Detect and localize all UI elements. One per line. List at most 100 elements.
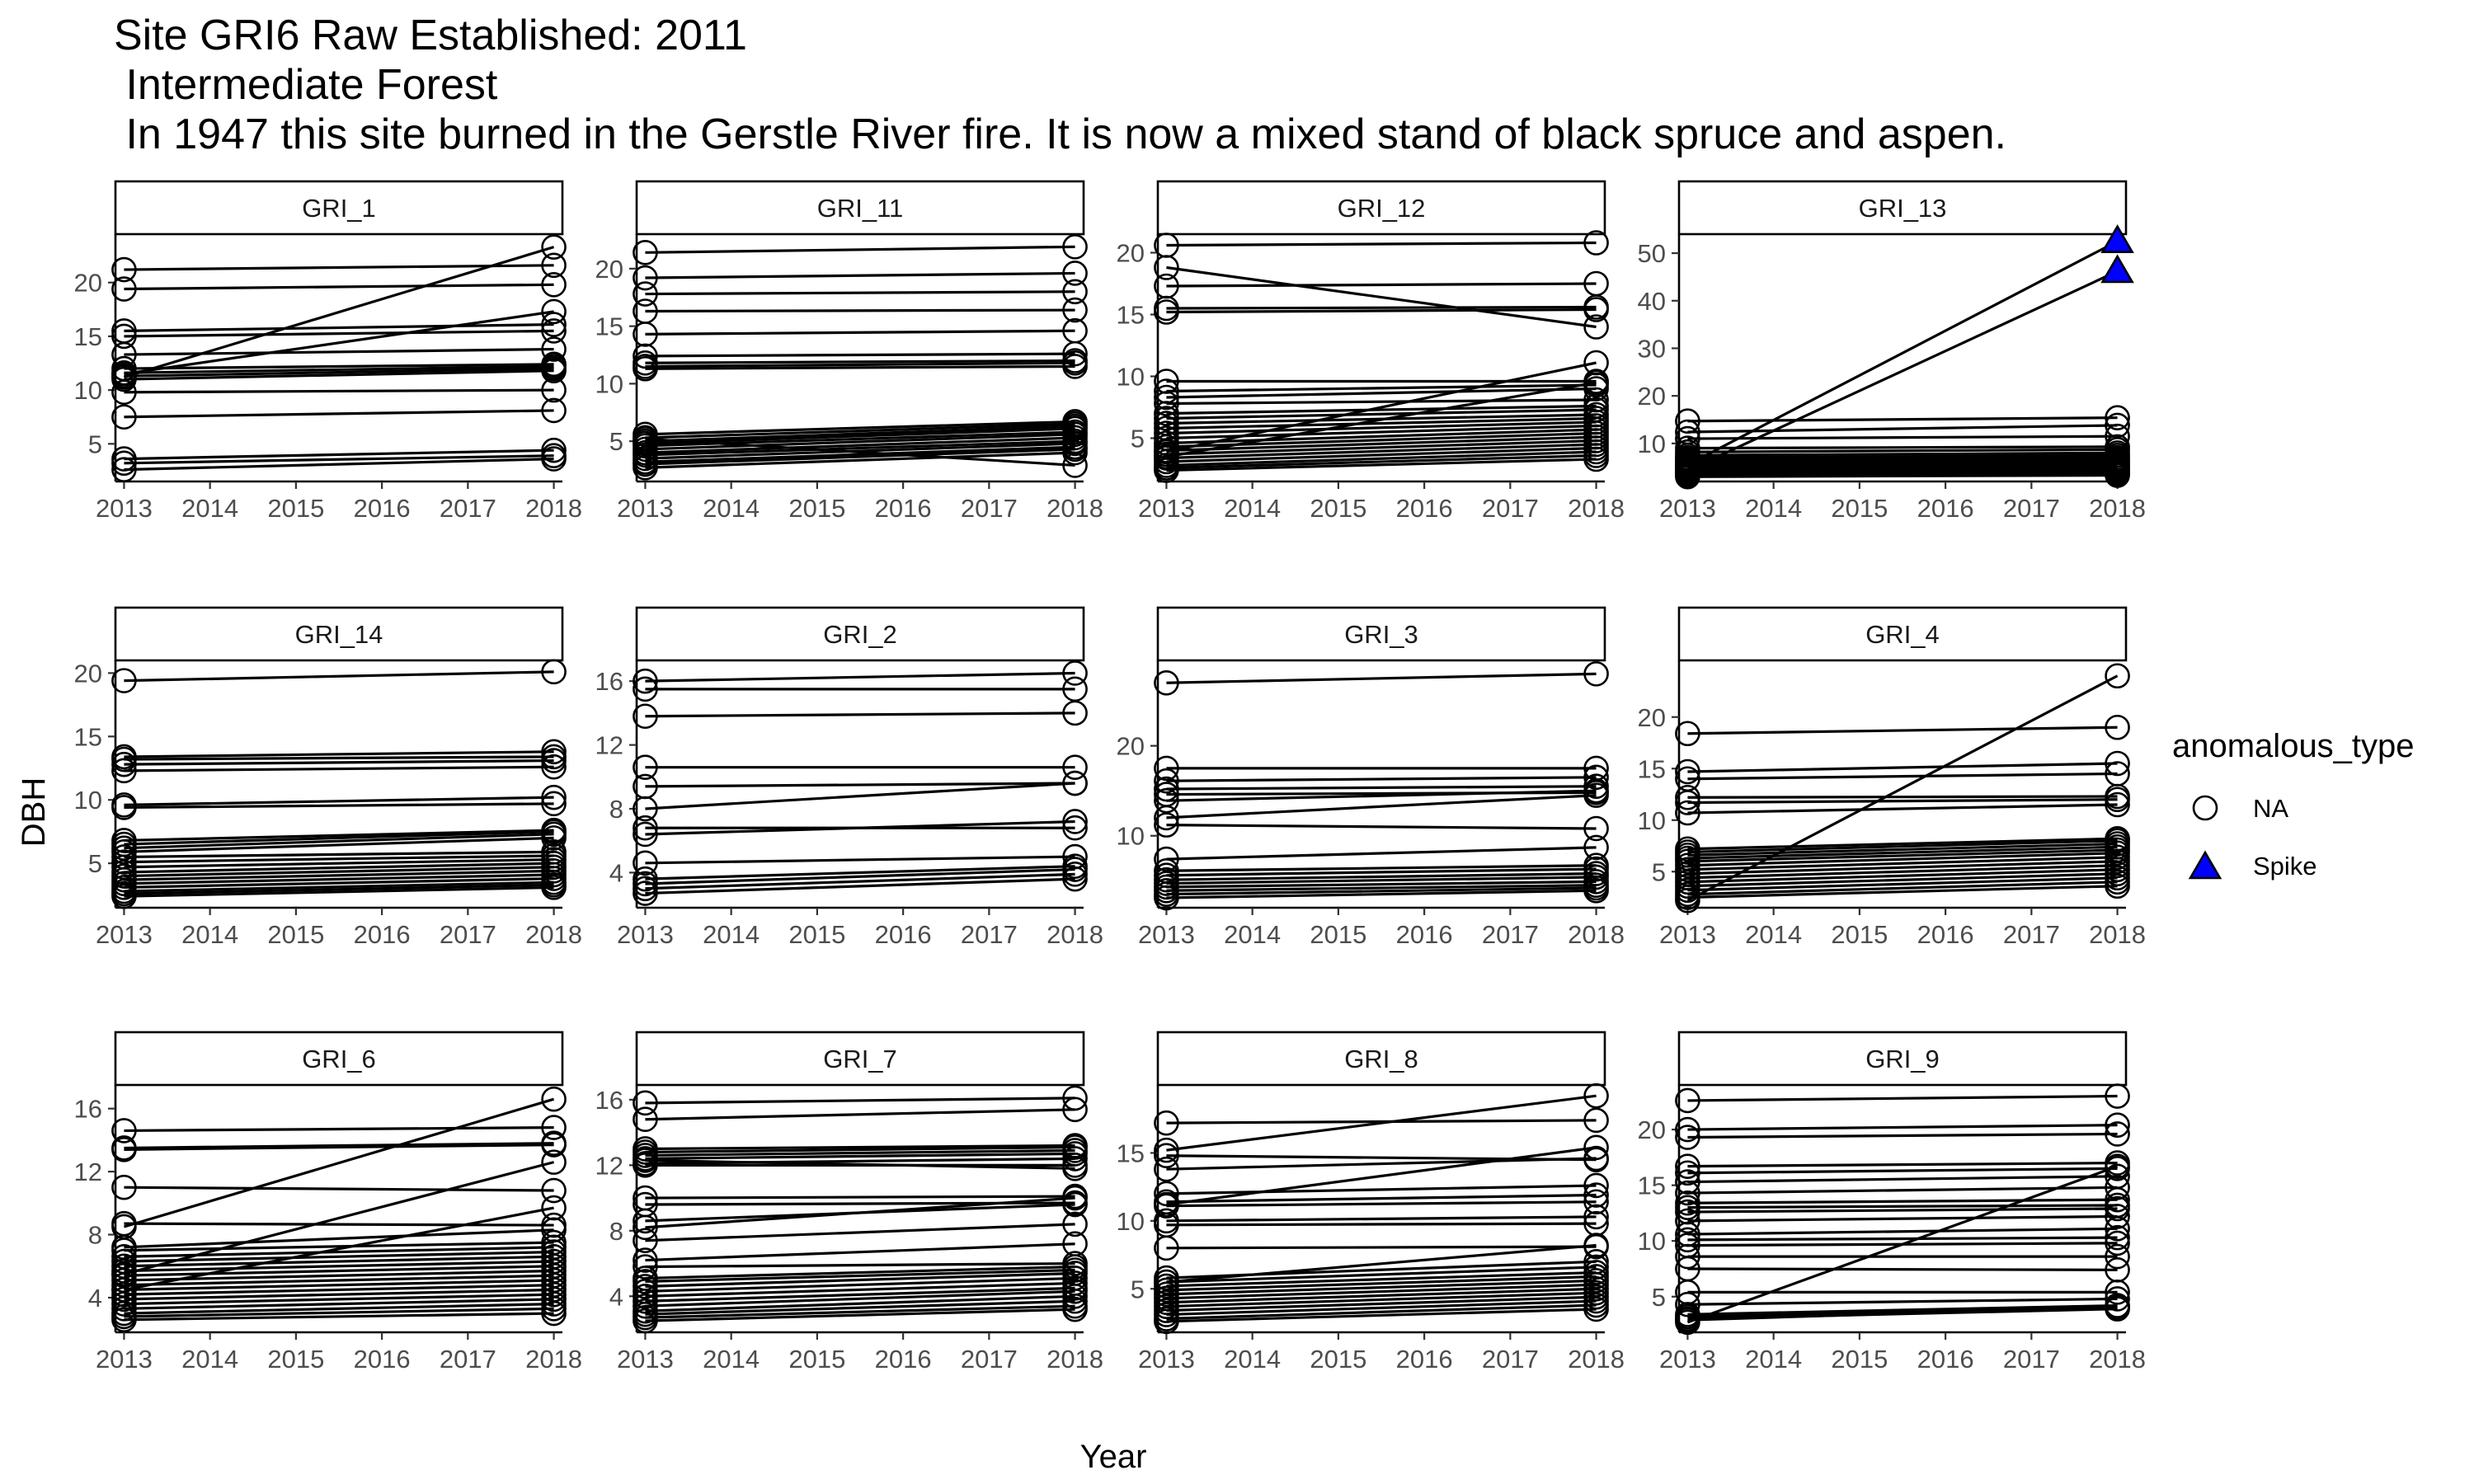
y-tick-label: 10 bbox=[595, 369, 623, 398]
tree-series-line bbox=[124, 1265, 554, 1277]
tree-series-line bbox=[124, 1125, 554, 1133]
tree-series-line bbox=[645, 1281, 1075, 1298]
point-na bbox=[1062, 754, 1088, 780]
y-tick-label: 20 bbox=[74, 269, 102, 298]
point-na bbox=[2105, 787, 2130, 813]
point-na bbox=[541, 659, 567, 685]
x-tick-label: 2013 bbox=[96, 1345, 153, 1374]
tree-series-line bbox=[1166, 416, 1597, 430]
y-tick-label: 5 bbox=[609, 427, 623, 456]
tree-series-line bbox=[1166, 884, 1597, 892]
point-na bbox=[633, 703, 658, 730]
x-tick-label: 2018 bbox=[2089, 920, 2146, 949]
point-na bbox=[541, 312, 567, 337]
tree-series-line bbox=[124, 1312, 554, 1322]
point-na bbox=[541, 446, 567, 472]
point-na bbox=[633, 454, 658, 481]
point-na bbox=[111, 758, 137, 784]
tree-series-line bbox=[1687, 469, 2118, 474]
point-na bbox=[111, 379, 137, 406]
tree-series-line bbox=[645, 448, 1075, 466]
tree-series-line bbox=[124, 1269, 554, 1282]
tree-series-line bbox=[1687, 1267, 2118, 1271]
point-na bbox=[1583, 369, 1609, 396]
y-tick-label: 5 bbox=[88, 849, 102, 878]
x-tick-label: 2015 bbox=[788, 494, 845, 523]
point-na bbox=[633, 1214, 658, 1241]
tree-series-line bbox=[645, 439, 1075, 457]
point-na bbox=[1583, 350, 1609, 376]
point-na bbox=[1062, 1097, 1088, 1123]
point-na bbox=[1062, 1153, 1088, 1178]
point-na bbox=[2105, 405, 2130, 430]
point-na bbox=[1675, 1208, 1700, 1234]
point-na bbox=[633, 1308, 658, 1334]
point-na bbox=[1675, 463, 1700, 490]
point-na bbox=[1062, 340, 1088, 367]
tree-series-line bbox=[1166, 1295, 1597, 1313]
x-tick-label: 2018 bbox=[525, 920, 582, 949]
tree-series-line bbox=[1687, 848, 2118, 863]
tree-series-line bbox=[1166, 1275, 1597, 1292]
tree-series-line bbox=[1687, 1305, 2118, 1322]
tree-series-line bbox=[1166, 383, 1597, 393]
tree-series-line bbox=[124, 1279, 554, 1292]
point-na bbox=[1154, 1110, 1179, 1136]
x-tick-label: 2014 bbox=[703, 1345, 760, 1374]
point-na bbox=[633, 796, 658, 822]
tree-series-line bbox=[1687, 1227, 2118, 1236]
facet-strip-label: GRI_3 bbox=[1344, 620, 1418, 649]
point-na bbox=[541, 825, 567, 851]
tree-series-line bbox=[124, 1260, 554, 1273]
tree-series-line bbox=[1687, 1167, 2118, 1175]
point-na bbox=[1154, 1191, 1179, 1218]
point-na bbox=[1583, 446, 1609, 472]
tree-series-line bbox=[124, 1284, 554, 1296]
y-tick-label: 50 bbox=[1638, 239, 1666, 268]
x-tick-label: 2014 bbox=[181, 1345, 238, 1374]
y-tick-label: 10 bbox=[74, 786, 102, 815]
tree-series-line bbox=[645, 1108, 1075, 1121]
point-na bbox=[111, 751, 137, 777]
point-na bbox=[1675, 1116, 1700, 1143]
tree-series-line bbox=[1166, 361, 1597, 453]
tree-series-line bbox=[1166, 381, 1597, 458]
x-tick-label: 2016 bbox=[1396, 494, 1453, 523]
facet-strip bbox=[635, 1031, 1085, 1087]
point-na bbox=[1062, 1146, 1088, 1172]
y-tick-label: 10 bbox=[1638, 806, 1666, 835]
tree-series-line bbox=[645, 1097, 1075, 1105]
tree-series-line bbox=[645, 1242, 1075, 1262]
point-na bbox=[2105, 1083, 2130, 1109]
point-na bbox=[2105, 663, 2130, 689]
point-na bbox=[1583, 1182, 1609, 1208]
tree-series-line bbox=[1166, 453, 1597, 470]
x-tick-label: 2013 bbox=[1659, 920, 1716, 949]
tree-series-line bbox=[1166, 404, 1597, 416]
tree-series-line bbox=[645, 451, 1075, 469]
tree-series-line bbox=[1166, 1146, 1597, 1206]
facet-strip-label: GRI_7 bbox=[823, 1045, 897, 1073]
x-axis-title: Year bbox=[1080, 1439, 1147, 1475]
tree-series-line bbox=[645, 1196, 1075, 1229]
tree-series-line bbox=[124, 850, 554, 859]
point-na bbox=[1675, 1227, 1700, 1253]
point-na bbox=[633, 668, 658, 694]
point-na bbox=[111, 457, 137, 482]
tree-series-line bbox=[1166, 824, 1597, 830]
tree-series-line bbox=[1687, 1303, 2118, 1316]
tree-series-line bbox=[124, 1250, 554, 1263]
x-tick-label: 2017 bbox=[2003, 1345, 2060, 1374]
panel-gri-11: GRI_11 5 10 15 20 2013 2014 2015 2016 2017 2018 bbox=[595, 180, 1103, 523]
facet-strip bbox=[1156, 1031, 1606, 1087]
y-tick-label: 30 bbox=[1638, 334, 1666, 363]
point-na bbox=[1675, 758, 1700, 785]
panel-gri-7: GRI_7 4 8 12 16 2013 2014 2015 2016 2017 2018 bbox=[595, 1031, 1103, 1374]
x-tick-label: 2013 bbox=[617, 920, 674, 949]
x-tick-label: 2013 bbox=[1659, 494, 1716, 523]
tree-series-line bbox=[1687, 451, 2118, 457]
point-na bbox=[1154, 755, 1179, 782]
tree-series-line bbox=[1687, 462, 2118, 467]
tree-series-line bbox=[645, 782, 1075, 810]
facet-strip bbox=[1156, 606, 1606, 662]
